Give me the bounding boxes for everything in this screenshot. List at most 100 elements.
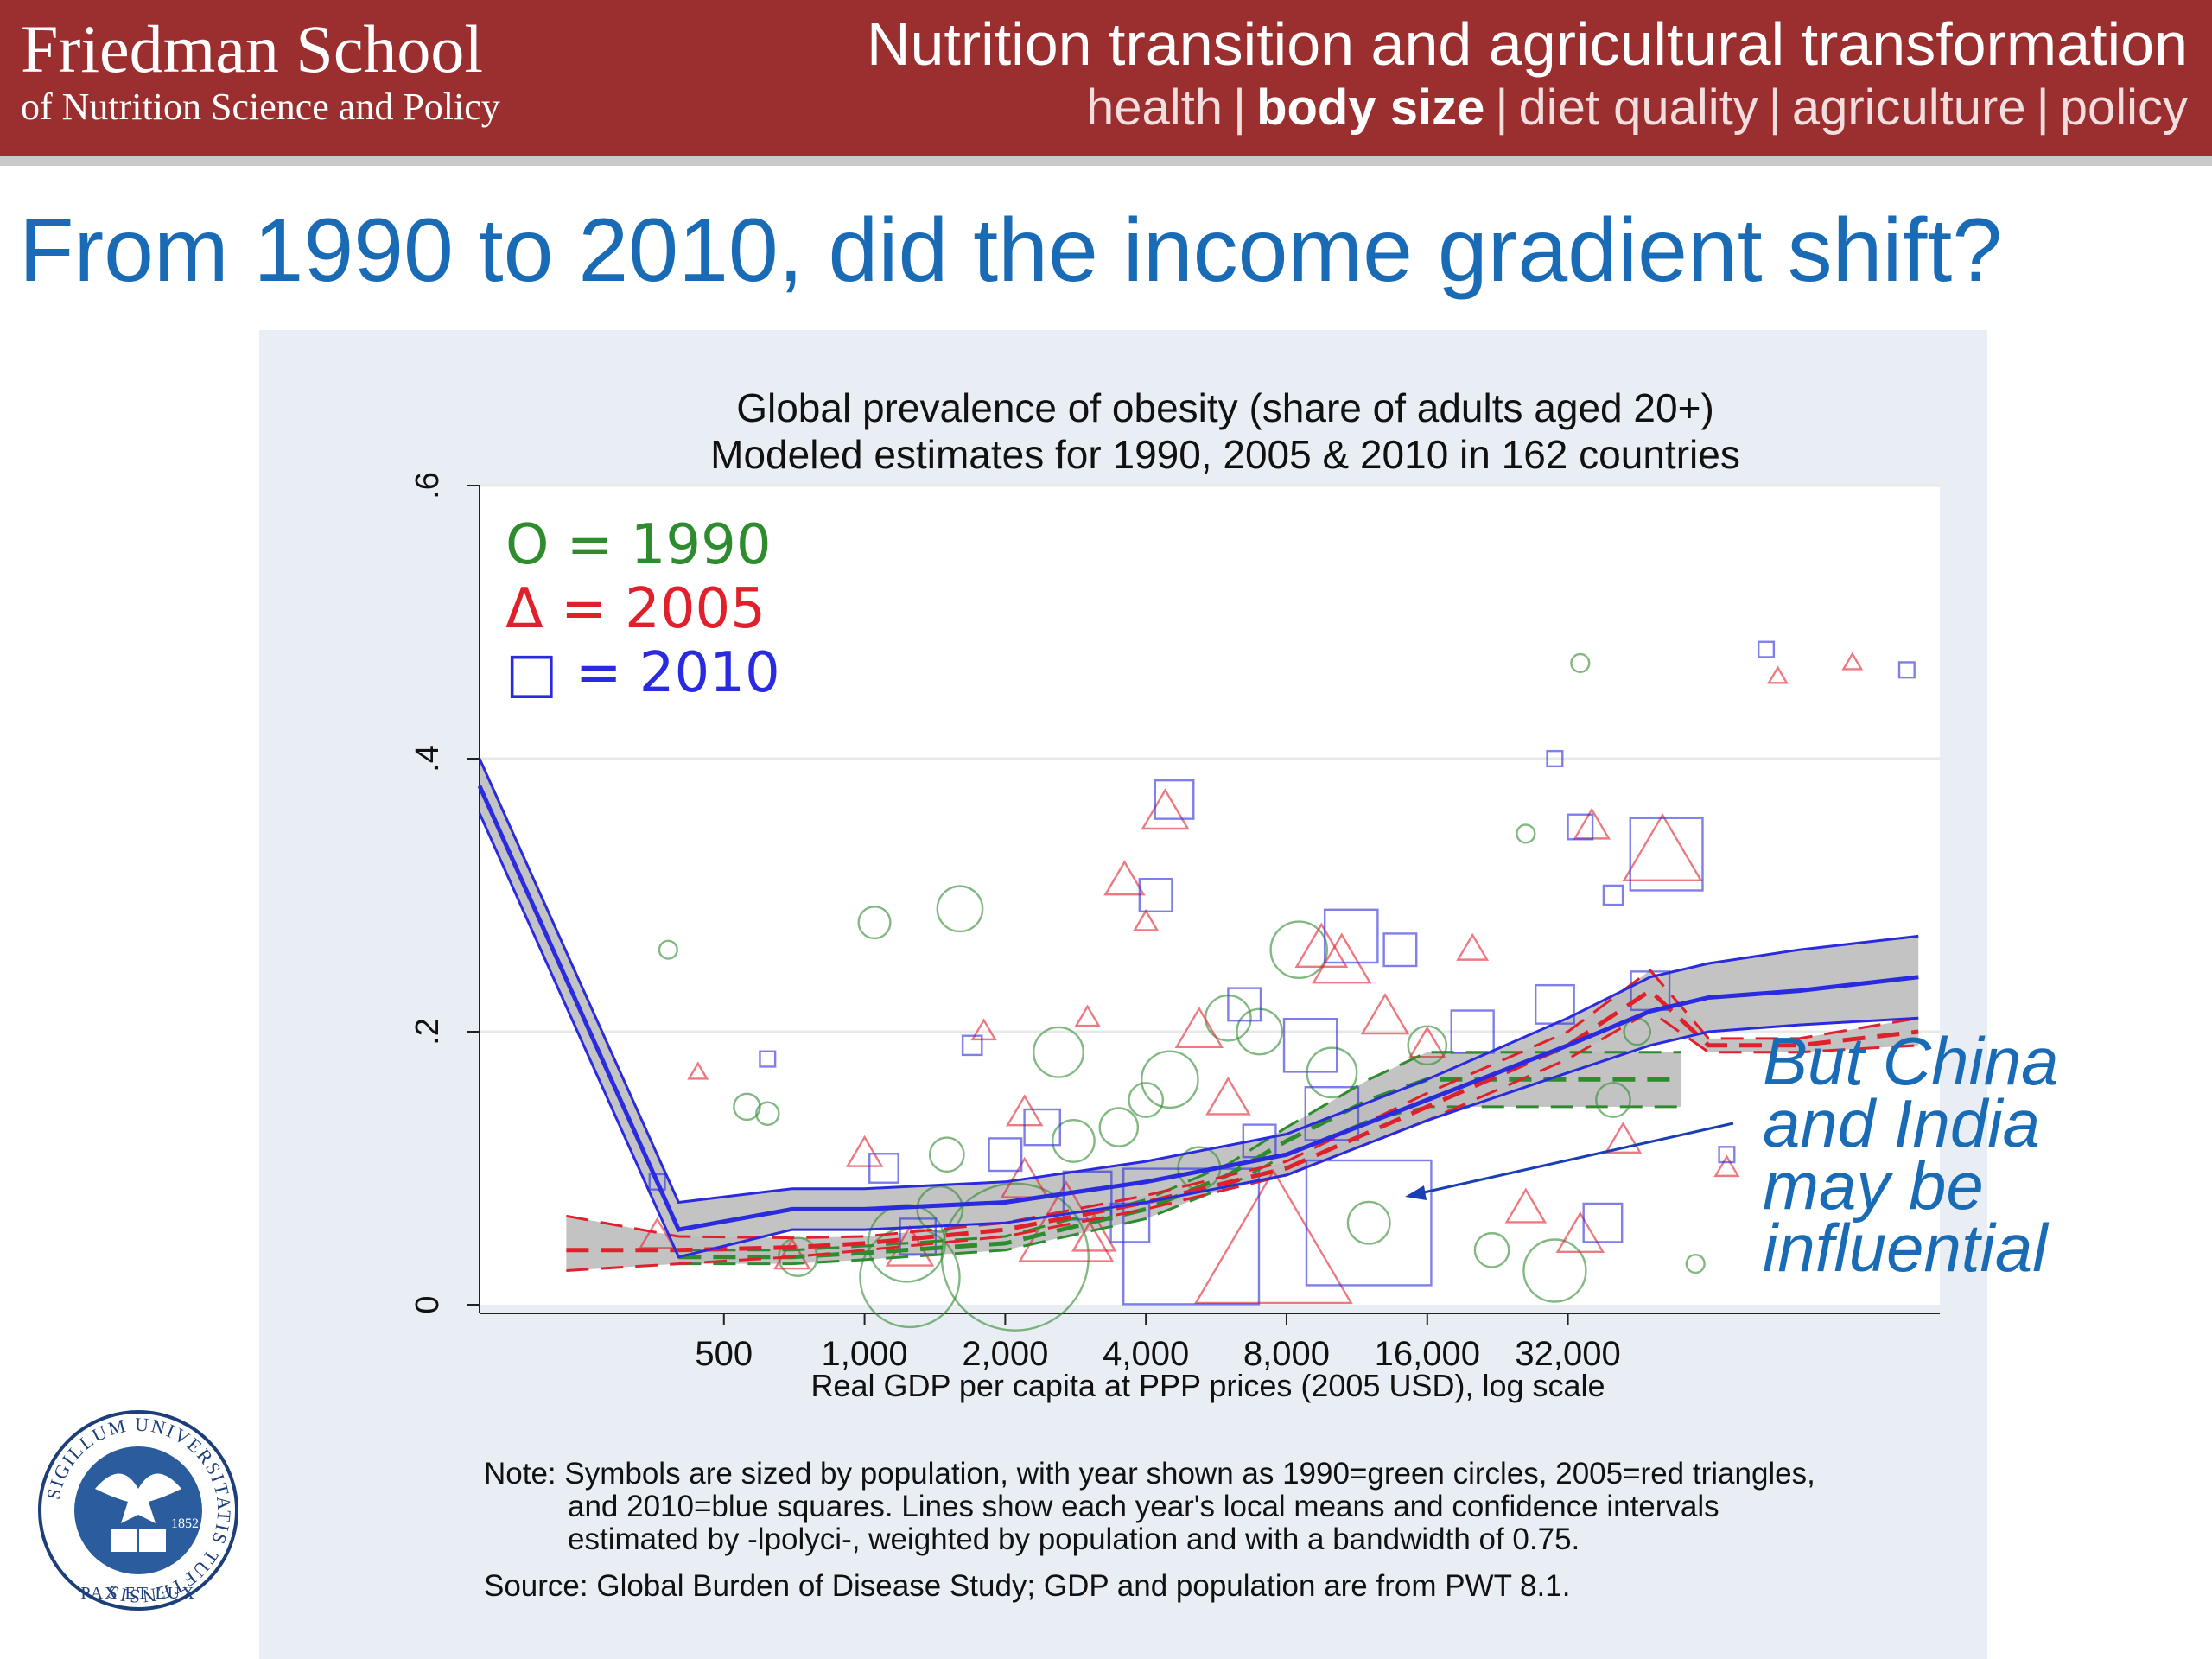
x-tick-label: 16,000 [1375,1335,1480,1373]
tufts-seal-logo: SIGILLUM UNIVERSITATIS TUFTENSIS 1852 PA… [38,1410,238,1611]
marker-2010 [1546,749,1564,768]
marker-1990 [1570,652,1591,673]
marker-1990 [940,1182,1090,1332]
nav-item-body-size[interactable]: body size [1256,79,1485,136]
marker-2010 [1629,817,1704,892]
marker-1990 [857,906,892,940]
marker-2005 [1141,788,1190,830]
marker-2005 [1205,1076,1251,1116]
school-subtitle: of Nutrition Science and Policy [21,86,500,128]
marker-2010 [1282,1018,1338,1073]
marker-2005 [1360,993,1410,1035]
marker-1990 [1098,1107,1140,1147]
ci-lower-2010 [478,812,1919,1259]
seal-motto: PAX ET LUX [80,1584,195,1603]
note-line-2: and 2010=blue squares. Lines show each y… [568,1490,1719,1523]
fit-line-1990 [678,1077,1682,1260]
axes [479,486,1940,1314]
marker-2010 [1122,1167,1261,1306]
legend-entry: Δ = 2005 [505,577,766,641]
chart-panel: Global prevalence of obesity (share of a… [259,330,1987,1659]
seal-year: 1852 [171,1516,199,1531]
marker-2005 [1312,932,1372,984]
y-tick-label: 0 [410,1295,446,1313]
marker-1990 [1051,1118,1096,1163]
marker-2005 [1074,1004,1101,1027]
x-axis-label: Real GDP per capita at PPP prices (2005 … [810,1368,1605,1403]
chart-subtitle: Modeled estimates for 1990, 2005 & 2010 … [710,432,1740,477]
nav-item-policy[interactable]: policy [2059,79,2188,136]
marker-2005 [1456,932,1490,961]
marker-2010 [1757,640,1776,658]
callout-line: influential [1763,1210,2048,1286]
marker-2010 [868,1153,899,1184]
header-divider [0,156,2212,166]
x-tick-label: 2,000 [962,1335,1048,1373]
callout-line: and India [1763,1085,2040,1161]
nav-item-health[interactable]: health [1085,79,1223,136]
fit-line-2005 [566,988,1919,1253]
data-markers [638,640,1916,1332]
marker-2005 [1133,908,1160,931]
marker-2005 [970,1018,997,1041]
marker-1990 [733,1092,761,1122]
marker-2005 [1174,1006,1224,1048]
marker-2010 [1227,987,1262,1022]
marker-2010 [1305,1159,1433,1287]
marker-1990 [916,1185,964,1233]
marker-1990 [1128,1082,1165,1118]
marker-2010 [1323,908,1379,964]
callout-line: But China [1763,1023,2059,1099]
marker-1990 [936,885,984,933]
nav-separator: | [1768,79,1782,136]
marker-2010 [1567,813,1594,841]
marker-2005 [845,1135,884,1167]
marker-2010 [988,1137,1023,1173]
marker-2010 [961,1034,983,1057]
tick-labels: 0 .2 .4 .6 500 1,000 2,000 4,000 8,000 16,000 32,0… [410,472,1621,1373]
marker-1990 [658,939,678,960]
marker-2005 [1622,812,1703,882]
nav-item-agriculture[interactable]: agriculture [1791,79,2026,136]
school-name: Friedman School [21,11,484,86]
marker-2010 [648,1173,666,1191]
marker-1990 [1595,1082,1631,1118]
nav-separator: | [1232,79,1247,136]
nav-separator: | [1495,79,1509,136]
marker-2005 [1555,1211,1605,1253]
marker-2005 [687,1061,709,1080]
marker-2005 [1713,1154,1740,1178]
marker-2005 [1103,860,1146,896]
marker-2010 [1582,1202,1624,1243]
marker-2010 [1718,1146,1736,1164]
y-tick-label: .4 [410,745,446,772]
marker-2005 [1071,1212,1117,1252]
marker-1990 [1269,920,1329,980]
x-tick-label: 500 [695,1335,753,1373]
marker-2010 [1023,1108,1062,1147]
note-line-1: Note: Symbols are sized by population, w… [484,1457,1815,1491]
marker-2005 [773,1237,811,1270]
legend-entry: □ = 2010 [505,641,780,705]
marker-2005 [1504,1187,1548,1224]
dove-icon [95,1473,181,1523]
callout-arrow [1408,1122,1734,1198]
marker-2005 [1766,665,1789,684]
slide-header: Friedman School of Nutrition Science and… [0,0,2212,156]
ci-upper-2010 [478,758,1919,1205]
marker-2005 [1841,652,1864,671]
marker-1990 [1522,1238,1587,1303]
marker-1990 [1516,823,1536,844]
header-title: Nutrition transition and agricultural tr… [866,10,2188,78]
marker-2005 [1408,1026,1446,1058]
x-tick-label: 4,000 [1103,1335,1189,1373]
nav-item-diet-quality[interactable]: diet quality [1518,79,1758,136]
marker-2010 [1382,932,1418,968]
marker-2005 [1604,1121,1643,1154]
callout-arrowhead [1405,1185,1427,1200]
slide-title: From 1990 to 2010, did the income gradie… [19,200,2003,301]
marker-1990 [928,1136,965,1173]
obesity-chart: Global prevalence of obesity (share of a… [410,385,1940,1403]
marker-2010 [1897,661,1916,679]
marker-2010 [1154,779,1195,820]
